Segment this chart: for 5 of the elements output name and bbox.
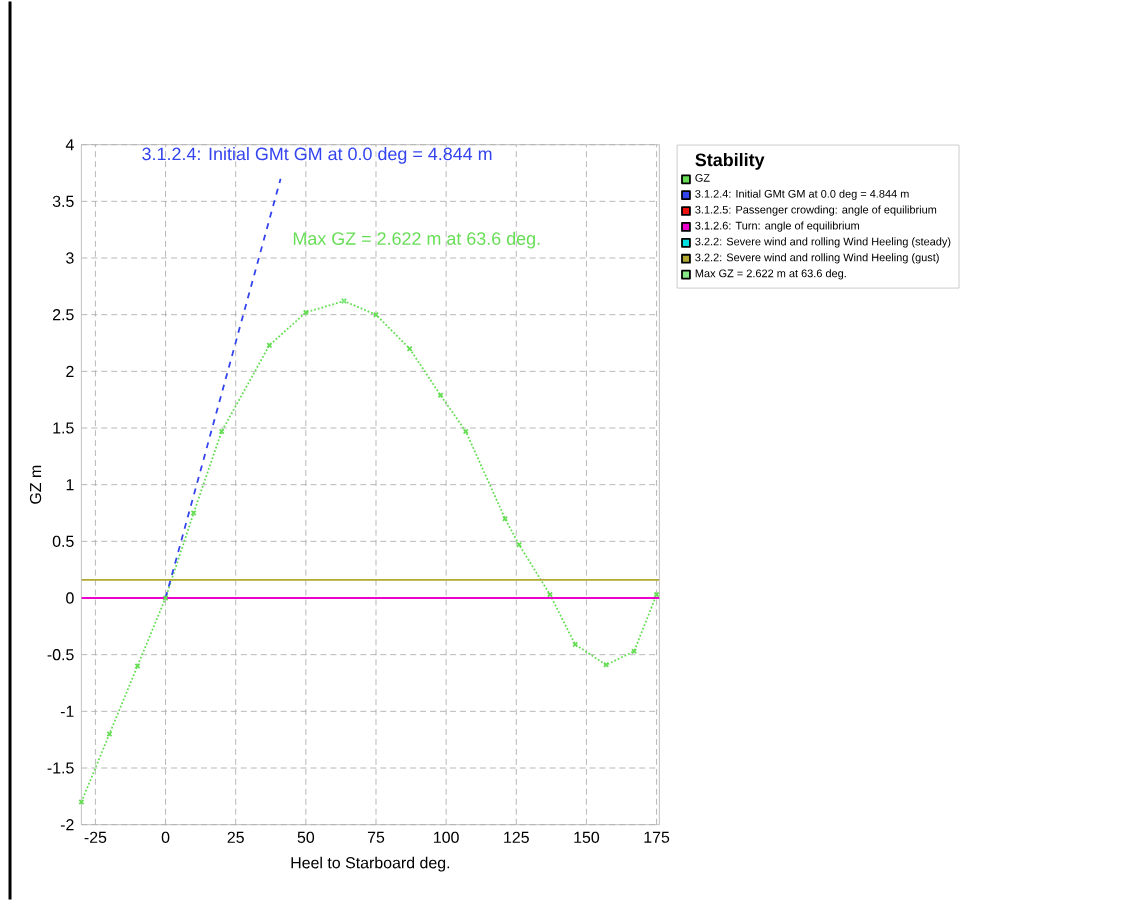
annotation: 3.1.2.4: Initial GMt GM at 0.0 deg = 4.844 m xyxy=(142,146,492,164)
legend-title: Stability xyxy=(695,152,765,170)
point xyxy=(603,661,610,668)
annotation: Max GZ = 2.622 m at 63.6 deg. xyxy=(293,231,540,248)
point xyxy=(653,591,660,598)
